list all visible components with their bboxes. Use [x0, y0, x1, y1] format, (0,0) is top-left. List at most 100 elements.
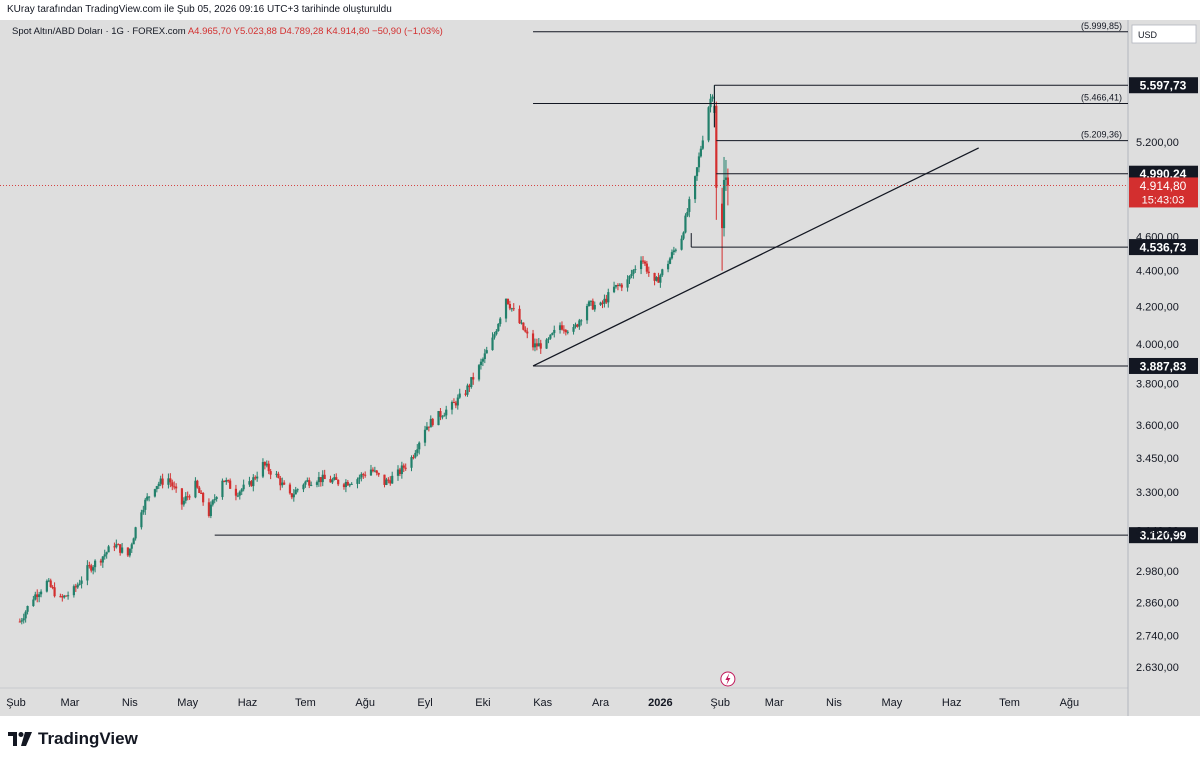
- tradingview-logo[interactable]: TradingView: [8, 729, 138, 749]
- candle-body: [526, 331, 529, 334]
- candle-body: [425, 426, 429, 430]
- candle-body: [674, 249, 677, 251]
- candle-body: [531, 333, 535, 348]
- level-price-label-bg: [1129, 77, 1198, 94]
- candle-body: [315, 482, 319, 485]
- candle-body: [645, 263, 648, 272]
- candle-body: [628, 275, 631, 280]
- candle-body: [560, 325, 564, 330]
- candle-body: [431, 418, 434, 426]
- candle-body: [551, 333, 554, 335]
- candle-body: [207, 502, 211, 516]
- candle-body: [616, 284, 620, 286]
- candle-body: [701, 140, 704, 149]
- candle-body: [389, 480, 392, 484]
- candle-body: [549, 334, 552, 339]
- candle-body: [612, 286, 616, 293]
- candle-body: [441, 416, 444, 418]
- candle-body: [53, 587, 56, 597]
- ohlc-close: K4.914,80: [326, 26, 370, 37]
- candle-body: [508, 303, 511, 309]
- candle-body: [288, 484, 292, 494]
- candle-body: [639, 260, 643, 270]
- candle-body: [277, 473, 280, 478]
- candle-body: [641, 260, 645, 262]
- candle-body: [504, 298, 508, 319]
- time-tick-label: Eyl: [417, 697, 432, 709]
- candle-body: [213, 499, 216, 501]
- candle-body: [198, 487, 201, 493]
- candle-body: [32, 599, 35, 606]
- candle-body: [209, 504, 212, 516]
- candle-body: [333, 477, 336, 480]
- candle-body: [215, 497, 218, 500]
- price-tick-label: 4.200,00: [1136, 301, 1179, 313]
- time-tick-label: Nis: [122, 697, 138, 709]
- level-annotation: (5.209,36): [1081, 130, 1122, 140]
- time-axis: Şub Mar Nis May Haz Tem Ağu Eyl Eki Kas Ara 2026 Şub…: [6, 697, 1079, 709]
- candle-body: [607, 292, 610, 303]
- candle-body: [524, 329, 527, 332]
- candle-body: [113, 546, 116, 548]
- last-price-label-bg: [1129, 177, 1198, 208]
- candle-body: [587, 301, 591, 306]
- footer: [0, 716, 1200, 762]
- candle-body: [362, 474, 365, 476]
- candle-body: [65, 595, 68, 597]
- candle-body: [537, 343, 540, 347]
- candle-body: [493, 334, 496, 338]
- chart-plot-area[interactable]: [0, 20, 1200, 716]
- candle-body: [707, 107, 710, 141]
- level-price-label-bg: [1129, 357, 1198, 374]
- candle-body: [418, 442, 421, 450]
- candle-body: [202, 493, 205, 503]
- candle-body: [250, 481, 253, 487]
- candle-body: [76, 584, 79, 588]
- level-annotation: (5.466,41): [1081, 93, 1122, 103]
- candle-body: [443, 415, 446, 417]
- candle-body: [248, 481, 251, 485]
- time-tick-label: Şub: [6, 697, 26, 709]
- candle-body: [603, 298, 606, 304]
- time-tick-label: May: [881, 697, 902, 709]
- candle-body: [115, 544, 118, 548]
- candle-body: [88, 565, 91, 567]
- symbol-name[interactable]: Spot Altın/ABD Doları · 1G · FOREX.com: [12, 26, 186, 37]
- candle-body: [59, 596, 62, 598]
- trendline: [532, 147, 979, 367]
- candle-body: [296, 489, 299, 491]
- candle-body: [680, 238, 683, 250]
- candle-body: [34, 594, 37, 600]
- candle-body: [661, 269, 664, 276]
- candle-body: [93, 560, 97, 568]
- candle-body: [267, 463, 270, 472]
- candle-body: [306, 480, 309, 482]
- candle-body: [319, 477, 322, 483]
- candle-body: [466, 385, 469, 395]
- candle-body: [105, 552, 108, 555]
- candle-body: [356, 479, 359, 484]
- level-price-label-bg: [1129, 239, 1198, 256]
- candle-body: [564, 330, 567, 333]
- candle-body: [263, 462, 266, 466]
- candle-body: [709, 98, 712, 108]
- candle-body: [39, 591, 43, 595]
- candle-body: [659, 275, 662, 283]
- price-tick-label: 2.980,00: [1136, 566, 1179, 578]
- candle-body: [456, 397, 459, 406]
- level-price-label-bg: [1129, 527, 1198, 544]
- candle-body: [445, 409, 448, 416]
- price-chart[interactable]: (5.999,85) 5.597,73 (5.466,41) (5.209,36) 4.…: [0, 20, 1200, 716]
- ohlc-high: Y5.023,88: [233, 26, 277, 37]
- candle-body: [632, 270, 635, 275]
- candle-body: [439, 411, 442, 417]
- time-tick-label: May: [177, 697, 198, 709]
- candle-body: [22, 618, 25, 621]
- candle-body: [78, 583, 81, 585]
- candle-body: [684, 215, 687, 233]
- candle-body: [159, 478, 162, 484]
- candle-body: [144, 499, 147, 510]
- candle-series: [18, 85, 729, 625]
- candle-body: [254, 477, 257, 479]
- candle-body: [495, 330, 498, 335]
